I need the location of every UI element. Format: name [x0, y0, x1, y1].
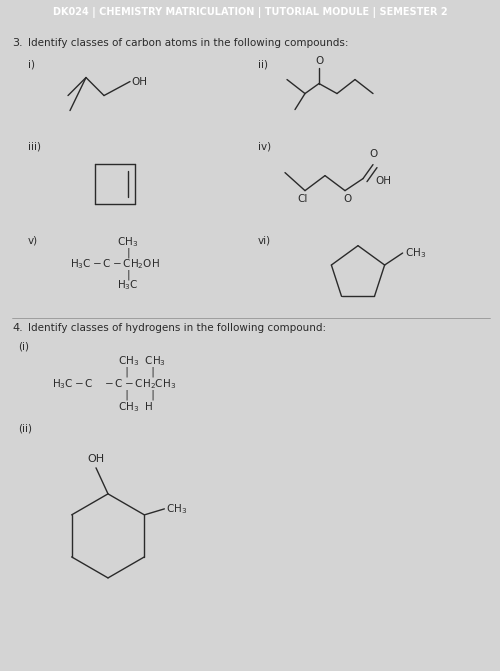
Text: |: |	[126, 248, 130, 258]
Text: $\rm H_3C-C-CH_2OH$: $\rm H_3C-C-CH_2OH$	[70, 258, 160, 272]
Text: |: |	[149, 390, 155, 401]
Text: $\rm H_3C$: $\rm H_3C$	[117, 278, 139, 293]
Text: $\rm CH_3$: $\rm CH_3$	[404, 246, 426, 260]
Text: O: O	[369, 148, 377, 158]
Text: O: O	[343, 194, 351, 203]
Text: OH: OH	[88, 454, 104, 464]
Text: O: O	[315, 56, 323, 66]
Text: |: |	[123, 367, 129, 377]
Text: OH: OH	[131, 76, 147, 87]
Text: v): v)	[28, 236, 38, 246]
Text: iv): iv)	[258, 142, 271, 152]
Text: |: |	[123, 390, 129, 401]
Text: $\rm H_3C-C\ \ \ -C-CH_2CH_3$: $\rm H_3C-C\ \ \ -C-CH_2CH_3$	[52, 377, 176, 391]
Text: Identify classes of hydrogens in the following compound:: Identify classes of hydrogens in the fol…	[28, 323, 326, 333]
Text: (ii): (ii)	[18, 424, 32, 434]
Text: 4.: 4.	[12, 323, 23, 333]
Text: OH: OH	[375, 176, 391, 186]
Text: vi): vi)	[258, 236, 271, 246]
Text: i): i)	[28, 60, 35, 70]
Text: DK024 | CHEMISTRY MATRICULATION | TUTORIAL MODULE | SEMESTER 2: DK024 | CHEMISTRY MATRICULATION | TUTORI…	[52, 7, 448, 18]
Text: (i): (i)	[18, 342, 29, 352]
Text: $\rm CH_3$: $\rm CH_3$	[118, 236, 139, 250]
Text: $\rm CH_3$: $\rm CH_3$	[166, 502, 188, 516]
Text: Cl: Cl	[298, 194, 308, 203]
Text: Identify classes of carbon atoms in the following compounds:: Identify classes of carbon atoms in the …	[28, 38, 348, 48]
Text: ii): ii)	[258, 60, 268, 70]
Text: iii): iii)	[28, 142, 41, 152]
Text: $\rm CH_3\ \ CH_3$: $\rm CH_3\ \ CH_3$	[118, 354, 166, 368]
Text: |: |	[126, 270, 130, 280]
Text: |: |	[149, 367, 155, 377]
Text: $\rm CH_3\ \ H$: $\rm CH_3\ \ H$	[118, 400, 154, 413]
Text: 3.: 3.	[12, 38, 22, 48]
